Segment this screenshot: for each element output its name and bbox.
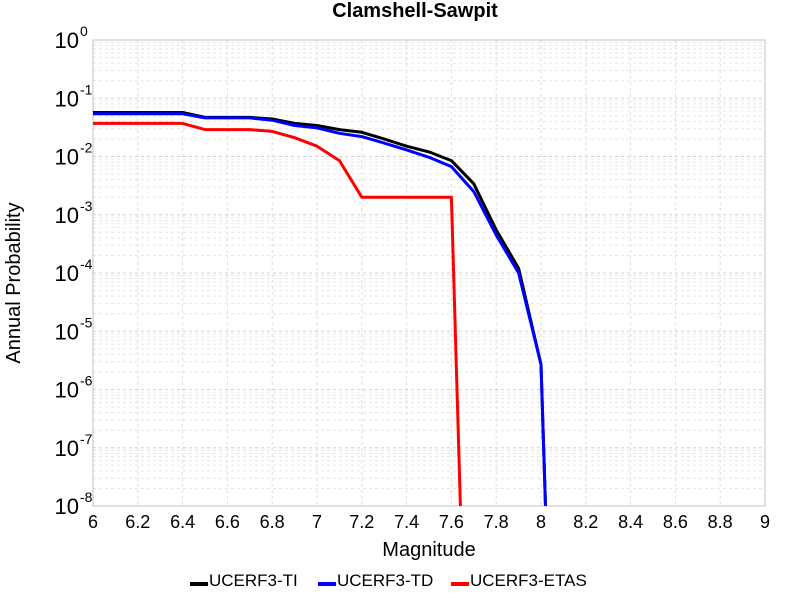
x-axis-ticks: 6 6.2 6.4 6.6 6.8 7 7.2 7.4 7.6 7.8 8 8.2 8.4 8.6 8.8 9	[88, 512, 770, 532]
svg-text:-3: -3	[80, 198, 93, 214]
x-tick-label: 7	[312, 512, 322, 532]
svg-text:10: 10	[55, 378, 79, 403]
svg-text:-2: -2	[80, 140, 93, 156]
svg-text:10: 10	[55, 203, 79, 228]
y-tick-label: 10 -8	[55, 489, 93, 519]
svg-text:10: 10	[55, 436, 79, 461]
y-axis-label: Annual Probability	[3, 202, 25, 363]
x-tick-label: 6.8	[260, 512, 285, 532]
legend-label: UCERF3-TI	[209, 571, 298, 590]
x-tick-label: 6.6	[215, 512, 240, 532]
x-tick-label: 8.4	[618, 512, 643, 532]
x-tick-label: 8.6	[663, 512, 688, 532]
x-tick-label: 8	[536, 512, 546, 532]
grid	[92, 40, 766, 507]
chart-title: Clamshell-Sawpit	[332, 0, 498, 22]
svg-text:-7: -7	[80, 431, 93, 447]
svg-text:-6: -6	[80, 373, 93, 389]
x-tick-label: 7.4	[394, 512, 419, 532]
y-tick-label: 10 -1	[55, 81, 93, 111]
series-line-ucerf3-td	[93, 112, 547, 507]
svg-text:10: 10	[55, 145, 79, 170]
y-tick-label: 10 -6	[55, 373, 93, 403]
svg-text:10: 10	[55, 494, 79, 519]
legend: UCERF3-TI UCERF3-TD UCERF3-ETAS	[190, 571, 587, 590]
y-tick-label: 10 0	[55, 23, 88, 53]
x-tick-label: 8.8	[708, 512, 733, 532]
x-tick-label: 6	[88, 512, 98, 532]
svg-text:-4: -4	[80, 256, 93, 272]
legend-item-ucerf3-td: UCERF3-TD	[318, 571, 433, 590]
series-line-ucerf3-ti	[93, 111, 547, 507]
series-lines	[93, 111, 547, 507]
y-tick-label: 10 -5	[55, 314, 93, 344]
x-tick-label: 6.2	[125, 512, 150, 532]
x-tick-label: 7.6	[439, 512, 464, 532]
y-tick-label: 10 -7	[55, 431, 93, 461]
x-tick-label: 7.2	[349, 512, 374, 532]
x-tick-label: 8.2	[573, 512, 598, 532]
svg-text:10: 10	[55, 261, 79, 286]
svg-text:10: 10	[55, 28, 79, 53]
legend-label: UCERF3-TD	[337, 571, 433, 590]
svg-text:-1: -1	[80, 81, 93, 97]
x-tick-label: 7.8	[484, 512, 509, 532]
svg-text:0: 0	[80, 23, 88, 39]
series-line-ucerf3-etas	[93, 121, 462, 507]
legend-item-ucerf3-etas: UCERF3-ETAS	[451, 571, 587, 590]
plot-area-border	[92, 39, 766, 507]
x-tick-label: 6.4	[170, 512, 195, 532]
svg-text:10: 10	[55, 319, 79, 344]
x-tick-label: 9	[760, 512, 770, 532]
x-axis-label: Magnitude	[382, 539, 475, 561]
y-tick-label: 10 -2	[55, 140, 93, 170]
svg-text:10: 10	[55, 86, 79, 111]
svg-text:-5: -5	[80, 314, 93, 330]
svg-text:-8: -8	[80, 489, 93, 505]
legend-item-ucerf3-ti: UCERF3-TI	[190, 571, 298, 590]
y-tick-label: 10 -4	[55, 256, 93, 286]
legend-label: UCERF3-ETAS	[470, 571, 587, 590]
y-tick-label: 10 -3	[55, 198, 93, 228]
